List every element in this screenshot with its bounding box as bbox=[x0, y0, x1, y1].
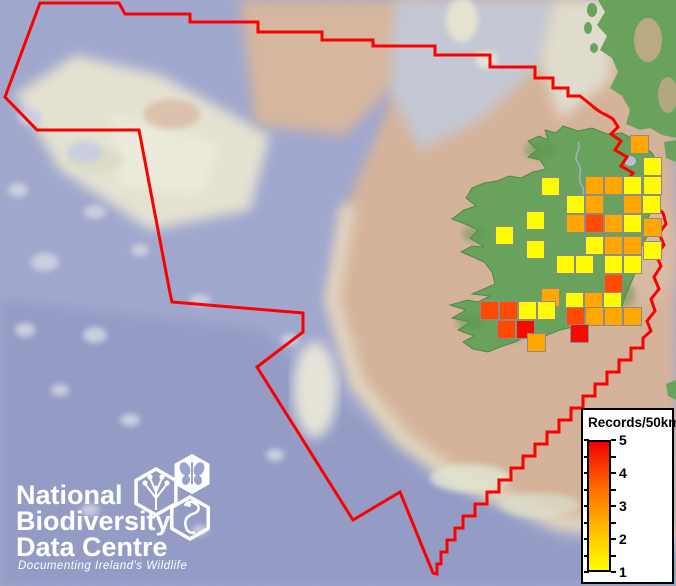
grid-square-level-1 bbox=[495, 226, 514, 245]
legend-tick bbox=[584, 472, 589, 474]
grid-square-level-1 bbox=[643, 241, 662, 260]
tree-icon bbox=[142, 474, 170, 510]
legend-tick bbox=[584, 439, 589, 441]
grid-square-level-4 bbox=[499, 301, 518, 320]
legend-gradient-bar bbox=[587, 440, 611, 572]
grid-square-level-3 bbox=[604, 176, 623, 195]
legend-tick bbox=[611, 521, 616, 524]
logo-line-2: Biodiversity bbox=[16, 506, 171, 536]
legend-value-label: 2 bbox=[619, 531, 627, 547]
legend-value-label: 4 bbox=[619, 465, 627, 481]
legend-value-label: 5 bbox=[619, 432, 627, 448]
grid-square-level-4 bbox=[497, 320, 516, 339]
legend-tick bbox=[611, 455, 616, 458]
grid-square-level-1 bbox=[518, 301, 537, 320]
legend-tick bbox=[584, 505, 589, 507]
legend-title: Records/50km bbox=[588, 415, 676, 430]
grid-square-level-5 bbox=[570, 324, 589, 343]
grid-square-level-3 bbox=[630, 135, 649, 154]
grid-square-level-1 bbox=[623, 255, 642, 274]
grid-square-level-3 bbox=[585, 307, 604, 326]
butterfly-icon bbox=[179, 462, 205, 485]
grid-square-level-1 bbox=[642, 195, 661, 214]
grid-square-level-1 bbox=[604, 255, 623, 274]
legend-tick bbox=[584, 571, 589, 573]
grid-square-level-1 bbox=[643, 157, 662, 176]
logo-hexagons bbox=[134, 453, 210, 542]
grid-square-level-1 bbox=[556, 255, 575, 274]
legend-value-label: 1 bbox=[619, 564, 627, 580]
grid-square-level-3 bbox=[604, 307, 623, 326]
grid-square-level-3 bbox=[585, 176, 604, 195]
seahorse-icon bbox=[183, 500, 200, 535]
grid-square-level-1 bbox=[575, 255, 594, 274]
grid-square-level-3 bbox=[604, 236, 623, 255]
grid-square-level-4 bbox=[480, 301, 499, 320]
legend: Records/50km 5 4 3 2 1 bbox=[581, 408, 676, 584]
legend-tick bbox=[611, 538, 616, 540]
legend-tick bbox=[611, 505, 616, 507]
grid-square-level-3 bbox=[585, 195, 604, 214]
legend-value-label: 3 bbox=[619, 498, 627, 514]
logo-line-1: National bbox=[16, 480, 123, 510]
legend-tick bbox=[584, 521, 589, 524]
legend-tick bbox=[584, 554, 589, 557]
grid-square-level-1 bbox=[526, 211, 545, 230]
grid-square-level-1 bbox=[585, 236, 604, 255]
grid-square-level-1 bbox=[537, 301, 556, 320]
maritime-boundary-line bbox=[3, 1, 668, 576]
legend-tick bbox=[584, 538, 589, 540]
legend-tick bbox=[611, 472, 616, 474]
legend-tick bbox=[584, 455, 589, 458]
legend-tick bbox=[611, 554, 616, 557]
logo-text: National Biodiversity Data Centre bbox=[16, 480, 171, 562]
legend-tick bbox=[611, 439, 616, 441]
grid-square-level-3 bbox=[643, 218, 662, 237]
grid-square-level-1 bbox=[623, 176, 642, 195]
grid-square-level-1 bbox=[526, 240, 545, 259]
grid-square-level-4 bbox=[585, 214, 604, 233]
logo-line-3: Data Centre bbox=[16, 532, 168, 562]
grid-square-level-1 bbox=[566, 195, 585, 214]
grid-square-level-3 bbox=[527, 333, 546, 352]
grid-square-level-4 bbox=[604, 274, 623, 293]
legend-tick bbox=[584, 488, 589, 491]
grid-square-level-3 bbox=[623, 236, 642, 255]
grid-square-level-1 bbox=[623, 214, 642, 233]
legend-tick bbox=[611, 488, 616, 491]
grid-square-level-3 bbox=[623, 307, 642, 326]
seahorse-hexagon bbox=[170, 494, 210, 542]
grid-square-level-3 bbox=[604, 214, 623, 233]
grid-square-level-1 bbox=[541, 177, 560, 196]
legend-tick bbox=[611, 571, 616, 573]
grid-square-level-3 bbox=[623, 195, 642, 214]
grid-square-level-3 bbox=[566, 214, 585, 233]
grid-square-level-1 bbox=[643, 176, 662, 195]
nbdc-logo: National Biodiversity Data Centre Docume… bbox=[0, 450, 280, 586]
logo-tagline: Documenting Ireland's Wildlife bbox=[18, 560, 188, 572]
